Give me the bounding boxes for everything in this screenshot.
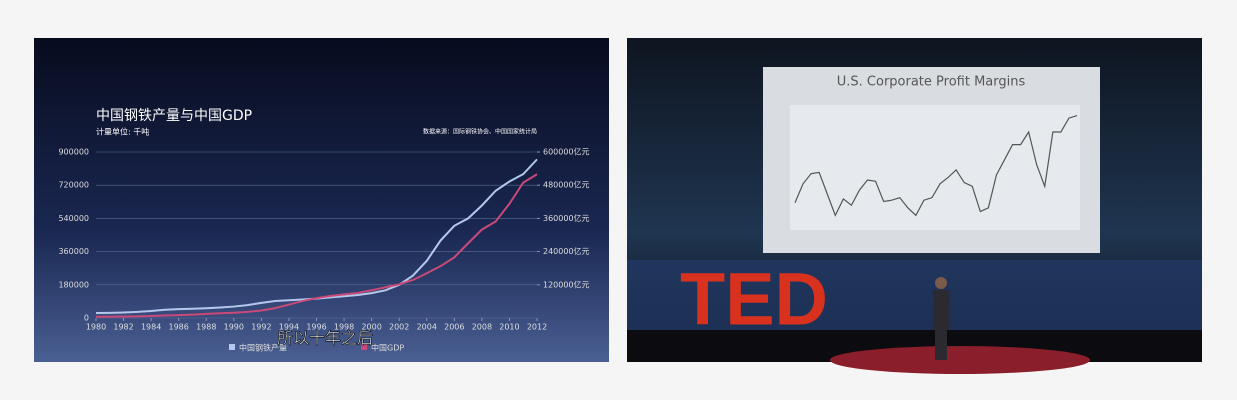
y2-tick-label: 480000亿元 — [543, 180, 590, 190]
y-tick-label: 720000 — [58, 181, 89, 190]
x-tick-label: 2000 — [361, 323, 381, 332]
stage-carpet — [830, 346, 1090, 374]
x-tick-label: 1996 — [306, 323, 326, 332]
x-tick-label: 1984 — [141, 323, 161, 332]
x-tick-label: 1986 — [169, 323, 189, 332]
speaker-legs — [935, 326, 947, 360]
chart-title: 中国钢铁产量与中国GDP — [96, 108, 252, 124]
x-tick-label: 2010 — [499, 323, 519, 332]
legend-label: 中国钢铁产量 — [239, 343, 287, 353]
y2-tick-label: 360000亿元 — [543, 213, 590, 223]
caption: 所以十年之后 — [277, 329, 373, 348]
subtitle: 计量单位: 千吨 — [96, 127, 149, 137]
x-tick-label: 1982 — [113, 323, 133, 332]
series-line — [95, 173, 538, 318]
series-line — [794, 115, 1078, 217]
x-tick-label: 2002 — [389, 323, 409, 332]
x-tick-label: 2006 — [444, 323, 464, 332]
stage-backdrop — [627, 260, 1202, 330]
legend-swatch — [361, 344, 367, 350]
legend-label: 中国GDP — [371, 343, 404, 353]
x-tick-label: 2008 — [472, 323, 492, 332]
chart-title: U.S. Corporate Profit Margins — [837, 75, 1026, 90]
y2-tick-label: 120000亿元 — [543, 279, 590, 289]
x-tick-label: 1980 — [86, 323, 106, 332]
ted-logo: TED — [680, 258, 828, 341]
speaker — [933, 290, 949, 330]
x-tick-label: 2004 — [417, 323, 437, 332]
source: 数据来源：国际钢铁协会、中国国家统计局 — [423, 128, 537, 136]
slide-frame — [34, 38, 609, 362]
y-tick-label: 900000 — [58, 148, 89, 157]
x-tick-label: 1994 — [279, 323, 299, 332]
x-tick-label: 2012 — [527, 323, 547, 332]
y-tick-label: 0 — [84, 314, 89, 323]
y-tick-label: 180000 — [58, 280, 89, 289]
y-tick-label: 540000 — [58, 214, 89, 223]
x-tick-label: 1998 — [334, 323, 354, 332]
speaker-head — [935, 277, 947, 289]
y-tick-label: 360000 — [58, 247, 89, 256]
y2-tick-label: 600000亿元 — [543, 147, 590, 157]
x-tick-label: 1988 — [196, 323, 216, 332]
legend-swatch — [229, 344, 235, 350]
x-tick-label: 1992 — [251, 323, 271, 332]
y2-tick-label: 240000亿元 — [543, 246, 590, 256]
x-tick-label: 1990 — [224, 323, 244, 332]
